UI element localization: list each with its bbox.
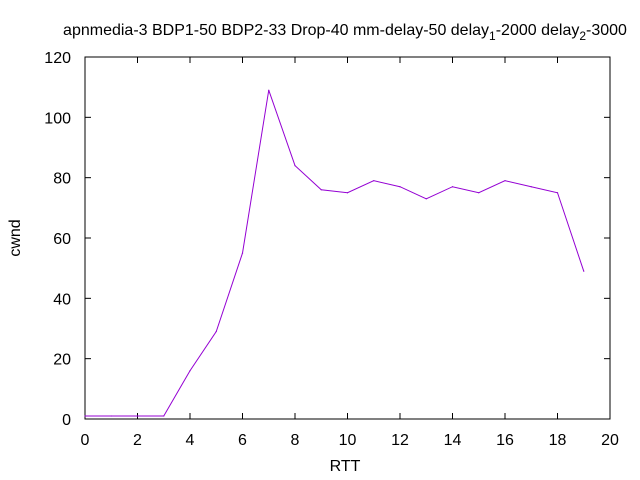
x-tick-label: 8 — [291, 432, 300, 449]
data-point — [294, 165, 296, 167]
y-tick-label: 40 — [53, 291, 71, 308]
x-tick-label: 6 — [238, 432, 247, 449]
data-point — [110, 415, 112, 417]
data-point — [556, 192, 559, 194]
x-tick-label: 16 — [496, 432, 514, 449]
chart-title-end: -3000 — [586, 22, 627, 39]
data-point — [504, 180, 506, 182]
y-tick-label: 20 — [53, 352, 71, 369]
chart-title-main: apnmedia-3 BDP1-50 BDP2-33 Drop-40 mm-de… — [63, 22, 489, 39]
x-tick-label: 2 — [133, 432, 142, 449]
data-point — [425, 198, 427, 200]
data-point — [215, 330, 217, 333]
data-point — [373, 180, 375, 182]
series-line-cwnd — [85, 90, 585, 417]
data-point — [241, 252, 244, 254]
x-tick-label: 18 — [549, 432, 567, 449]
y-tick-label: 100 — [44, 110, 71, 127]
y-axis-title: cwnd — [7, 219, 24, 256]
data-point — [346, 192, 349, 194]
y-tick-label: 60 — [53, 231, 71, 248]
y-tick-label: 120 — [44, 50, 71, 67]
axes: 0 2 4 6 8 10 12 14 16 18 20 0 20 40 60 80 100 120 — [44, 50, 619, 449]
data-point — [320, 189, 322, 191]
data-point — [189, 370, 191, 372]
x-tick-label: 10 — [339, 432, 357, 449]
x-axis-title: RTT — [330, 458, 361, 475]
data-point — [451, 186, 454, 188]
data-point — [399, 186, 401, 188]
chart-title-sub2: 2 — [579, 29, 586, 43]
data-point — [583, 270, 585, 272]
data-point — [478, 192, 480, 194]
x-tick-label: 4 — [186, 432, 195, 449]
data-point — [268, 89, 270, 91]
data-point — [530, 186, 532, 188]
x-tick-label: 20 — [601, 432, 619, 449]
x-tick-label: 0 — [81, 432, 90, 449]
chart-title-sub1: 1 — [489, 29, 496, 43]
data-point — [136, 415, 139, 417]
chart-title-mid: -2000 delay — [496, 22, 580, 39]
y-tick-label: 80 — [53, 171, 71, 188]
plot-border — [84, 56, 611, 420]
data-point — [163, 415, 165, 417]
chart-title: apnmedia-3 BDP1-50 BDP2-33 Drop-40 mm-de… — [63, 22, 627, 43]
data-point — [84, 415, 86, 417]
x-tick-label: 12 — [391, 432, 409, 449]
y-tick-label: 0 — [62, 412, 71, 429]
series-layer — [84, 89, 585, 417]
x-tick-label: 14 — [444, 432, 462, 449]
